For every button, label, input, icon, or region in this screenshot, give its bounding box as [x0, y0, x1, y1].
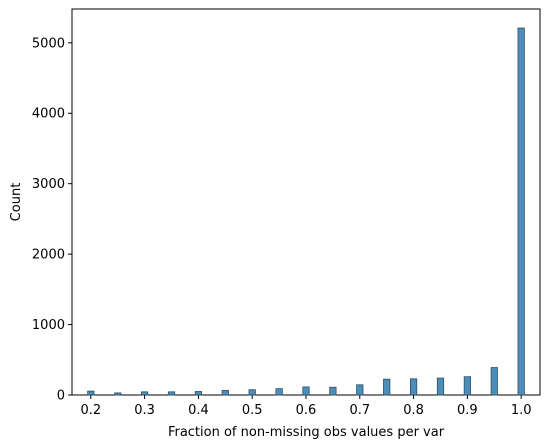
x-tick-label: 0.8: [403, 403, 424, 418]
x-tick-label: 0.4: [188, 403, 209, 418]
x-tick-label: 0.9: [457, 403, 478, 418]
y-tick-label: 0: [57, 389, 65, 404]
x-axis: 0.2 0.3 0.4 0.5 0.6 0.7 0.8 0.9 1.0: [80, 395, 532, 418]
histogram-bar: [490, 367, 498, 396]
plot-area: [71, 8, 541, 396]
y-axis-title: Count: [9, 183, 24, 222]
x-tick-label: 0.3: [134, 403, 155, 418]
y-tick-label: 1000: [32, 318, 65, 333]
histogram-bar: [329, 386, 337, 396]
histogram-bar: [409, 378, 418, 396]
x-tick-label: 0.7: [349, 403, 370, 418]
x-tick-label: 0.2: [80, 403, 101, 418]
histogram-bar: [221, 390, 229, 396]
histogram-bar: [141, 391, 149, 396]
histogram-bar: [275, 388, 283, 396]
histogram-bar: [248, 389, 256, 396]
x-tick-label: 0.5: [242, 403, 263, 418]
y-axis: 0 1000 2000 3000 4000 5000: [32, 36, 72, 404]
histogram-bar: [356, 384, 364, 396]
histogram-bar: [167, 391, 176, 396]
histogram-bar: [517, 27, 525, 396]
histogram-bar: [383, 378, 391, 396]
histogram-bar: [436, 377, 445, 396]
y-tick-label: 5000: [32, 36, 65, 51]
histogram-bar: [114, 392, 122, 396]
x-tick-label: 0.6: [296, 403, 317, 418]
y-tick-label: 3000: [32, 177, 65, 192]
y-tick-label: 2000: [32, 248, 65, 263]
histogram-bar: [194, 391, 203, 396]
y-tick-label: 4000: [32, 107, 65, 122]
histogram-bar: [463, 376, 471, 396]
histogram-bar: [87, 390, 95, 396]
x-tick-label: 1.0: [511, 403, 532, 418]
x-axis-title: Fraction of non-missing obs values per v…: [168, 425, 445, 440]
histogram-bar: [302, 386, 310, 396]
bars-group: [87, 27, 525, 396]
